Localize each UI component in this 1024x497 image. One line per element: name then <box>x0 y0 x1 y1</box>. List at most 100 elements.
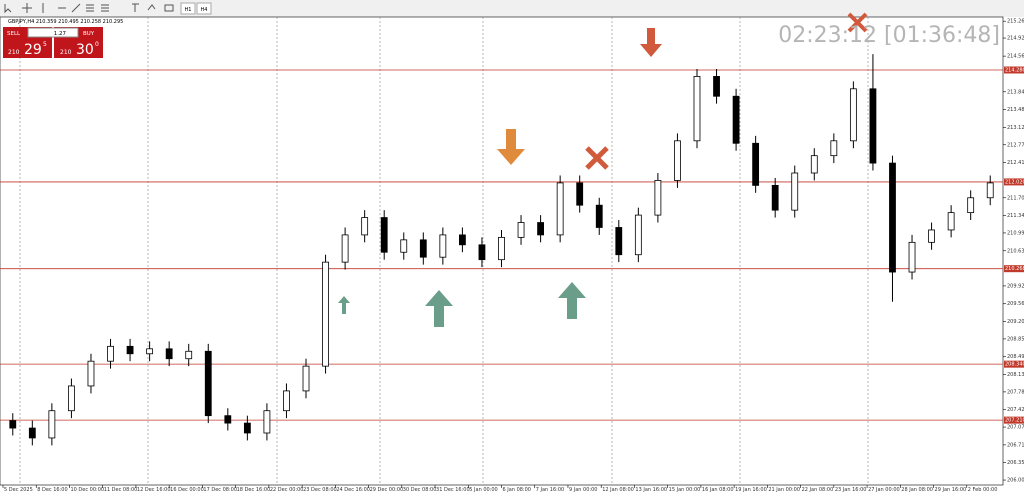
candle-body <box>224 415 232 424</box>
tf-label[interactable]: H4 <box>201 7 208 13</box>
lot-input[interactable] <box>27 27 79 38</box>
x-tick-label: 10 Dec 00:00 <box>70 487 104 493</box>
y-tick-label: 215.265 <box>1007 19 1024 25</box>
x-tick-label: 23 Jan 16:00 <box>835 487 867 493</box>
candle-body <box>889 162 896 273</box>
x-tick-label: 2 Feb 00:00 <box>968 487 998 493</box>
candle-body <box>68 385 75 412</box>
level-label: 207.210 <box>1005 418 1024 424</box>
y-tick-label: 214.560 <box>1007 54 1024 60</box>
y-tick-label: 209.200 <box>1007 319 1024 325</box>
candle-body <box>556 182 564 236</box>
candle-body <box>967 197 975 214</box>
x-tick-label: 12 Dec 16:00 <box>137 487 171 493</box>
level-tag <box>1004 416 1024 424</box>
toolbar <box>0 0 1024 17</box>
candle-body <box>654 180 662 216</box>
x-tick-label: 18 Dec 16:00 <box>237 487 271 493</box>
candle-body <box>322 261 329 367</box>
lot-value[interactable]: 1.27 <box>54 31 67 37</box>
level-tag <box>1004 265 1024 273</box>
level-tag <box>1004 360 1024 368</box>
candle-body <box>263 410 271 434</box>
candle-body <box>48 410 56 439</box>
buy-label[interactable]: BUY <box>83 31 95 37</box>
candle-body <box>986 182 994 199</box>
x-tick-label: 5 Dec 2025 <box>4 487 33 493</box>
y-tick-label: 210.990 <box>1007 230 1024 236</box>
x-tick-label: 7 Jan 16:00 <box>536 487 564 493</box>
y-tick-label: 207.070 <box>1007 425 1024 431</box>
candle-body <box>849 88 857 142</box>
ask-big[interactable]: 210 <box>60 49 72 56</box>
y-tick-label: 213.480 <box>1007 107 1024 113</box>
candle-body <box>478 244 486 261</box>
x-tick-label: 5 Jan 00:00 <box>469 487 497 493</box>
candle-body <box>713 76 720 97</box>
x-tick-label: 23 Dec 08:00 <box>303 487 337 493</box>
y-tick-label: 206.000 <box>1007 478 1024 484</box>
x-tick-label: 27 Jan 00:00 <box>868 487 900 493</box>
candle-body <box>243 422 251 434</box>
y-tick-label: 207.780 <box>1007 389 1024 395</box>
y-tick-label: 211.340 <box>1007 213 1024 219</box>
y-tick-label: 213.120 <box>1007 125 1024 131</box>
level-label: 208.340 <box>1005 362 1024 368</box>
candle-body <box>126 345 134 355</box>
x-tick-label: 17 Dec 08:00 <box>203 487 237 493</box>
candle-body <box>204 350 212 417</box>
candle-body <box>302 365 310 392</box>
bid-main[interactable]: 29 <box>24 42 42 58</box>
candle-body <box>752 142 760 186</box>
y-tick-label: 211.700 <box>1007 195 1024 201</box>
tf-button[interactable] <box>196 2 212 15</box>
x-tick-label: 16 Jan 08:00 <box>702 487 734 493</box>
x-tick-label: 24 Dec 16:00 <box>336 487 370 493</box>
candle-body <box>908 241 916 273</box>
bid-big[interactable]: 210 <box>8 49 20 56</box>
candle-body <box>439 234 447 258</box>
x-tick-label: 28 Jan 08:00 <box>901 487 933 493</box>
candle-body <box>732 95 740 144</box>
x-tick-label: 11 Dec 08:00 <box>104 487 138 493</box>
marks <box>0 54 1003 446</box>
candle-body <box>771 184 779 211</box>
candle-body <box>380 217 388 253</box>
bid-small[interactable]: 5 <box>43 41 47 48</box>
candle-body <box>400 239 408 253</box>
x-mark <box>585 146 609 170</box>
symbol-info: GBPJPY,H4 210.359 210.495 210.258 210.29… <box>8 19 123 25</box>
x-tick-label: 29 Dec 00:00 <box>370 487 404 493</box>
candle-body <box>283 390 290 412</box>
level-label: 212.020 <box>1005 179 1024 185</box>
candle-body <box>419 239 427 258</box>
candle-body <box>810 155 818 174</box>
x-tick-label: 29 Jan 16:00 <box>935 487 967 493</box>
level-label: 210.268 <box>1005 266 1024 272</box>
level-label: 214.280 <box>1005 67 1024 73</box>
candle-body <box>107 345 114 362</box>
y-tick-label: 208.130 <box>1007 372 1024 378</box>
level-tag <box>1004 178 1024 186</box>
candle-body <box>615 227 623 256</box>
y-tick-label: 213.840 <box>1007 89 1024 95</box>
x-tick-label: 6 Jan 08:00 <box>503 487 531 493</box>
down-arrow <box>497 129 525 165</box>
candle-body <box>928 229 935 243</box>
sell-label[interactable]: SELL <box>7 31 21 37</box>
candle-body <box>9 420 17 429</box>
x-tick-label: 9 Jan 00:00 <box>569 487 597 493</box>
candle-body <box>537 222 544 236</box>
x-tick-label: 30 Dec 08:00 <box>403 487 437 493</box>
ask-small[interactable]: 0 <box>95 41 99 48</box>
trade-panel: SELL BUY 1.27 210 29 5 210 30 0 <box>3 27 103 58</box>
ask-main[interactable]: 30 <box>76 42 94 58</box>
down-arrow <box>640 28 662 57</box>
tf-label[interactable]: H1 <box>185 7 192 13</box>
tf-button[interactable] <box>180 2 196 15</box>
y-tick-label: 209.560 <box>1007 301 1024 307</box>
candle-body <box>869 88 877 164</box>
candle-body <box>947 212 955 231</box>
